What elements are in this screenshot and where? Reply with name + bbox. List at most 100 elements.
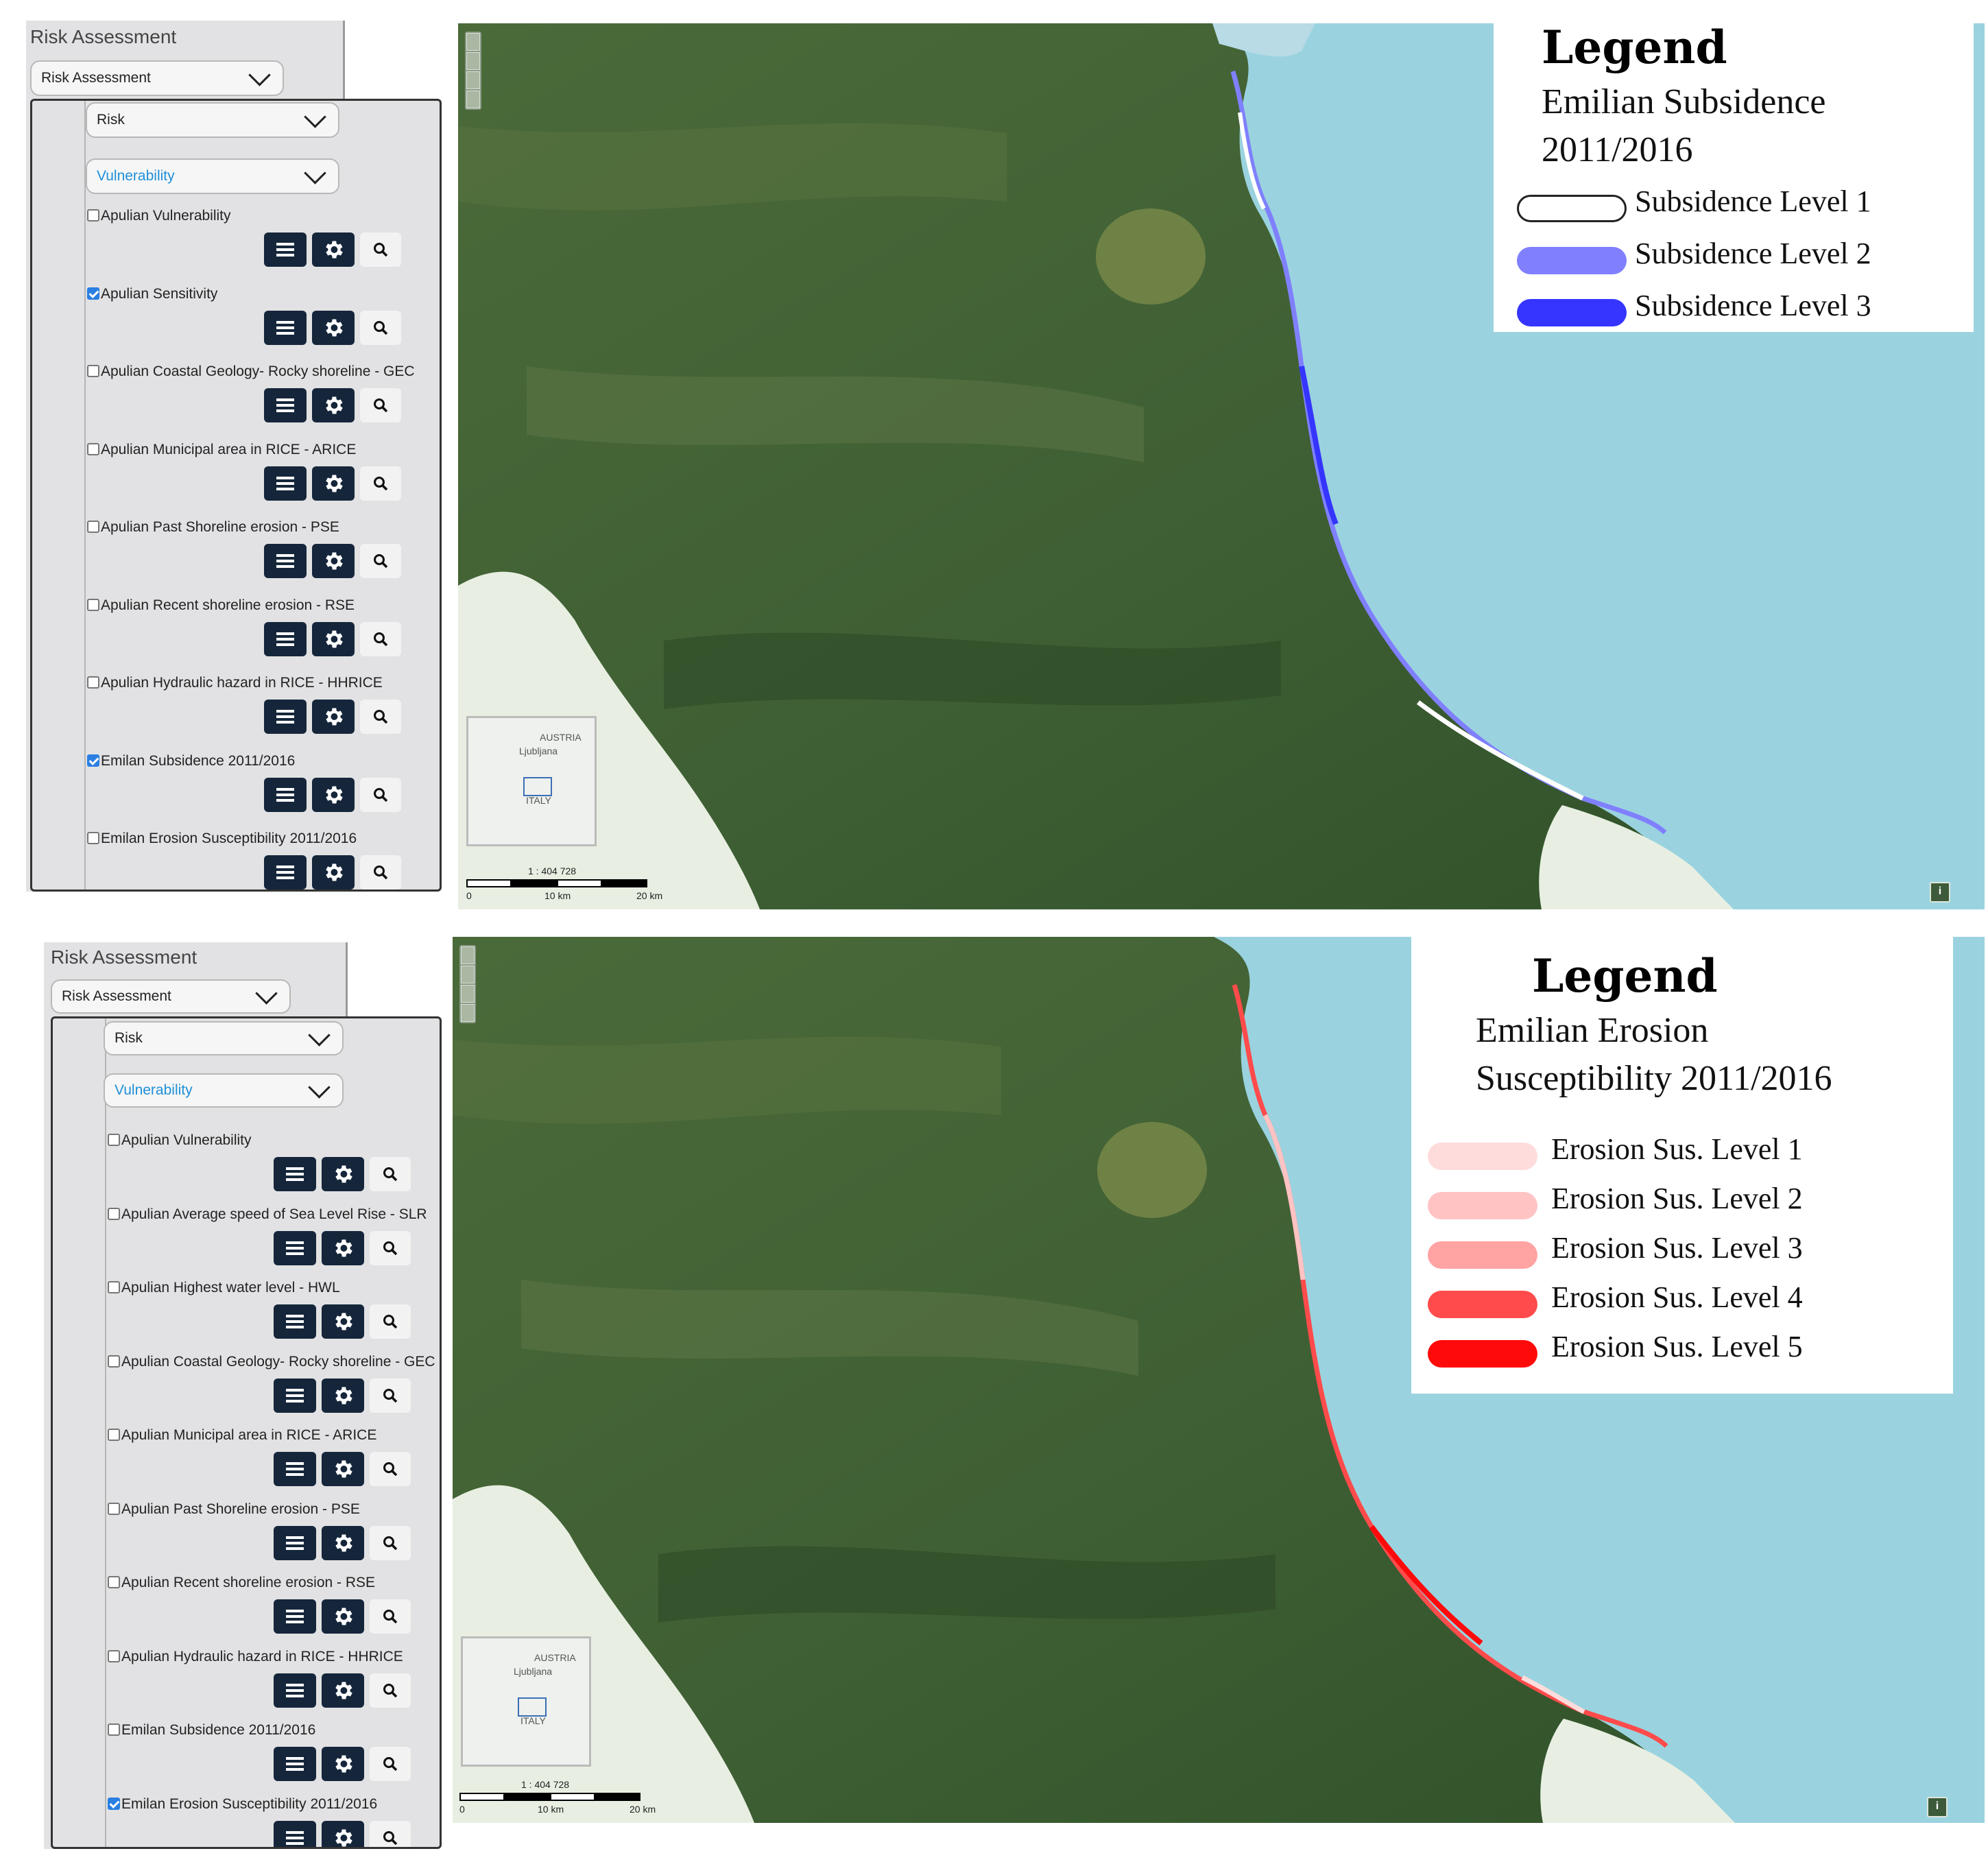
layer-settings-button[interactable] [322,1525,364,1560]
layer-checkbox[interactable] [87,754,99,767]
layer-legend-button[interactable] [274,1230,316,1265]
layer-settings-button[interactable] [322,1157,364,1191]
layer-zoom-button[interactable] [370,1673,411,1708]
layer-legend-button[interactable] [274,1525,316,1560]
chevron-down-icon [248,64,271,86]
scale-tick: 0 [459,1804,465,1815]
zoom-out-icon[interactable] [466,71,480,89]
layer-settings-button[interactable] [322,1378,364,1413]
layer-legend-button[interactable] [274,1304,316,1339]
vulnerability-select[interactable]: Vulnerability [104,1073,344,1108]
layer-zoom-button[interactable] [370,1304,411,1339]
layer-settings-button[interactable] [322,1230,364,1265]
layer-checkbox[interactable] [87,676,99,689]
layer-zoom-button[interactable] [370,1230,411,1265]
layer-legend-button[interactable] [274,1452,316,1486]
layer-zoom-button[interactable] [360,544,401,578]
map-toolbar[interactable] [459,945,476,1023]
layer-legend-button[interactable] [274,1599,316,1634]
info-button[interactable]: i [1930,882,1950,903]
layer-legend-button[interactable] [274,1820,316,1847]
layer-checkbox[interactable] [87,287,99,300]
layer-checkbox[interactable] [87,365,99,377]
layer-checkbox[interactable] [108,1281,120,1293]
layer-checkbox[interactable] [87,209,99,222]
layer-checkbox[interactable] [87,598,99,611]
layer-legend-button[interactable] [264,855,307,890]
layer-zoom-button[interactable] [370,1378,411,1413]
overview-map[interactable]: AUSTRIA Ljubljana ITALY [461,1636,591,1767]
layer-legend-button[interactable] [264,388,307,422]
layer-legend-button[interactable] [274,1747,316,1781]
layer-settings-button[interactable] [312,310,355,345]
layer-zoom-button[interactable] [360,621,401,656]
zoom-in-icon[interactable] [466,52,480,70]
layer-legend-button[interactable] [264,544,307,578]
layer-zoom-button[interactable] [360,777,401,812]
layer-legend-button[interactable] [274,1378,316,1413]
layer-settings-button[interactable] [322,1599,364,1634]
zoom-in-icon[interactable] [461,966,475,983]
layer-zoom-button[interactable] [360,466,401,501]
fullscreen-icon[interactable] [466,33,480,51]
layer-checkbox[interactable] [108,1207,120,1220]
layer-legend-button[interactable] [274,1673,316,1708]
layer-checkbox[interactable] [108,1649,120,1662]
layer-legend-button[interactable] [264,621,307,656]
risk-assessment-select[interactable]: Risk Assessment [30,60,284,96]
layer-checkbox[interactable] [108,1797,120,1810]
layer-settings-button[interactable] [312,388,355,422]
layer-legend-button[interactable] [264,700,307,734]
layer-checkbox[interactable] [87,442,99,455]
layer-settings-button[interactable] [312,232,355,267]
layer-zoom-button[interactable] [370,1747,411,1781]
risk-select[interactable]: Risk [104,1021,344,1055]
layer-zoom-button[interactable] [360,855,401,890]
layer-checkbox[interactable] [87,521,99,533]
layer-zoom-button[interactable] [360,232,401,267]
layer-legend-button[interactable] [264,777,307,812]
layer-settings-button[interactable] [322,1673,364,1708]
layer-zoom-button[interactable] [360,388,401,422]
map-toolbar[interactable] [465,32,481,110]
overview-map[interactable]: AUSTRIA Ljubljana ITALY [466,716,597,846]
extent-icon[interactable] [461,1004,475,1022]
layer-zoom-button[interactable] [360,700,401,734]
layer-settings-button[interactable] [312,621,355,656]
zoom-out-icon[interactable] [461,985,475,1003]
layer-checkbox[interactable] [108,1723,120,1736]
layer-zoom-button[interactable] [370,1820,411,1847]
layer-legend-button[interactable] [264,232,307,267]
layer-settings-button[interactable] [322,1747,364,1781]
layer-checkbox[interactable] [108,1502,120,1515]
layer-legend-button[interactable] [264,466,307,501]
layer-settings-button[interactable] [312,466,355,501]
layer-settings-button[interactable] [322,1452,364,1486]
layer-settings-button[interactable] [322,1820,364,1847]
layer-checkbox[interactable] [108,1354,120,1368]
layer-checkbox[interactable] [108,1576,120,1588]
extent-icon[interactable] [466,91,480,108]
layer-settings-button[interactable] [312,855,355,890]
layer-zoom-button[interactable] [370,1599,411,1634]
layer-checkbox[interactable] [108,1134,120,1146]
layer-legend-button[interactable] [264,310,307,345]
layer-legend-button[interactable] [274,1157,316,1191]
layer-settings-button[interactable] [322,1304,364,1339]
scale-tick: 0 [466,890,472,901]
risk-select[interactable]: Risk [86,102,339,138]
layer-settings-button[interactable] [312,777,355,812]
layer-zoom-button[interactable] [360,310,401,345]
vulnerability-select[interactable]: Vulnerability [86,158,339,194]
fullscreen-icon[interactable] [461,946,475,964]
layer-settings-button[interactable] [312,544,355,578]
layer-zoom-button[interactable] [370,1157,411,1191]
layer-checkbox[interactable] [87,832,99,844]
layer-checkbox[interactable] [108,1429,120,1441]
legend-swatch [1428,1192,1537,1219]
layer-zoom-button[interactable] [370,1525,411,1560]
layer-settings-button[interactable] [312,700,355,734]
layer-zoom-button[interactable] [370,1452,411,1486]
info-button[interactable]: i [1927,1797,1948,1817]
risk-assessment-select[interactable]: Risk Assessment [51,979,291,1014]
